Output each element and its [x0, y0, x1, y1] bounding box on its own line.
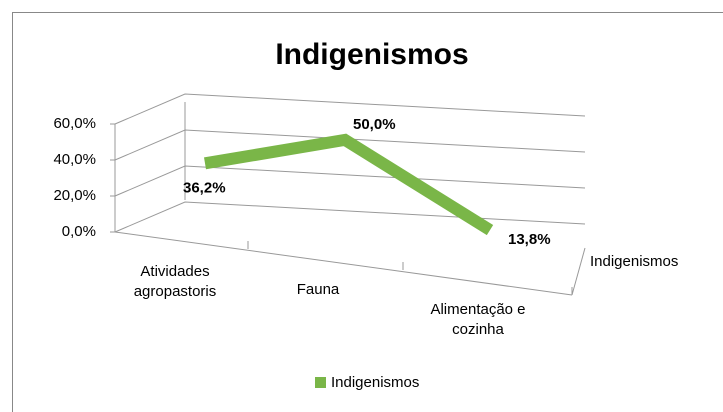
legend-swatch [315, 377, 326, 388]
series-axis-label: Indigenismos [590, 253, 678, 270]
x-tick-label: Atividades agropastoris [133, 263, 217, 300]
legend-label: Indigenismos [331, 374, 419, 391]
grid-line [114, 165, 586, 197]
depth-axis [571, 247, 586, 296]
x-tick-label: Alimentação e cozinha [430, 301, 526, 338]
data-label: 50,0% [353, 116, 396, 133]
y-tick-label: 60,0% [53, 115, 96, 132]
grid-line [114, 201, 586, 233]
data-label: 13,8% [508, 231, 551, 248]
grid-line [114, 129, 586, 161]
grid-line [114, 93, 586, 125]
chart-title: Indigenismos [275, 38, 468, 71]
line-ribbon [204, 133, 494, 236]
y-tick-label: 20,0% [53, 187, 96, 204]
y-tick-label: 40,0% [53, 151, 96, 168]
y-tick-label: 0,0% [62, 223, 96, 240]
data-label: 36,2% [183, 179, 226, 196]
floor-edge [114, 231, 573, 296]
x-tick-label: Fauna [296, 281, 340, 298]
